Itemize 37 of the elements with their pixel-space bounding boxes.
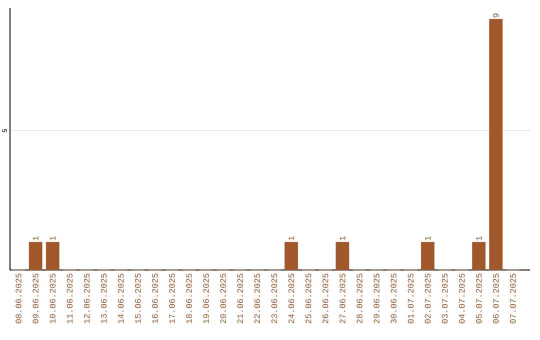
x-tick-label: 24.06.2025 — [288, 274, 294, 324]
data-label: 1 — [50, 236, 56, 240]
x-tick-label: 15.06.2025 — [134, 274, 141, 324]
x-tick-label: 29.06.2025 — [374, 274, 380, 324]
x-tick-label: 10.06.2025 — [50, 274, 56, 324]
x-tick-label: 20.06.2025 — [220, 274, 226, 324]
x-tick-label: 13.06.2025 — [100, 274, 107, 324]
x-tick-label: 07.07.2025 — [510, 274, 516, 324]
x-tick-label: 16.06.2025 — [152, 274, 158, 324]
x-tick-label: 04.07.2025 — [458, 274, 465, 324]
x-tick-label: 05.07.2025 — [476, 274, 482, 324]
x-tick-label: 02.07.2025 — [424, 274, 431, 324]
data-label: 1 — [288, 236, 294, 240]
x-tick-label: 30.06.2025 — [390, 274, 396, 324]
x-tick-label: 03.07.2025 — [442, 274, 448, 324]
data-label: 9 — [493, 13, 499, 18]
x-tick-label: 12.06.2025 — [84, 274, 90, 324]
x-tick-label: 19.06.2025 — [203, 274, 209, 324]
x-tick-label: 17.06.2025 — [169, 274, 175, 324]
x-tick-label: 28.06.2025 — [356, 274, 362, 324]
x-tick-label: 11.06.2025 — [66, 274, 73, 324]
x-tick-label: 09.06.2025 — [32, 274, 38, 324]
x-tick-label: 27.06.2025 — [340, 274, 346, 324]
data-label: 1 — [476, 236, 482, 240]
x-tick-label: 01.07.2025 — [408, 274, 414, 324]
x-tick-label: 14.06.2025 — [118, 274, 124, 324]
x-tick-label: 22.06.2025 — [254, 274, 260, 324]
x-tick-label: 06.07.2025 — [493, 274, 499, 324]
x-tick-label: 21.06.2025 — [237, 274, 244, 324]
data-label: 1 — [340, 236, 346, 240]
x-tick-label: 25.06.2025 — [305, 274, 312, 324]
x-tick-label: 26.06.2025 — [322, 274, 328, 324]
x-tick-label: 18.06.2025 — [186, 274, 192, 324]
x-tick-label: 08.06.2025 — [16, 274, 22, 324]
data-label: 1 — [32, 236, 38, 240]
data-label: 1 — [424, 236, 430, 240]
x-tick-label: 23.06.2025 — [271, 274, 278, 324]
